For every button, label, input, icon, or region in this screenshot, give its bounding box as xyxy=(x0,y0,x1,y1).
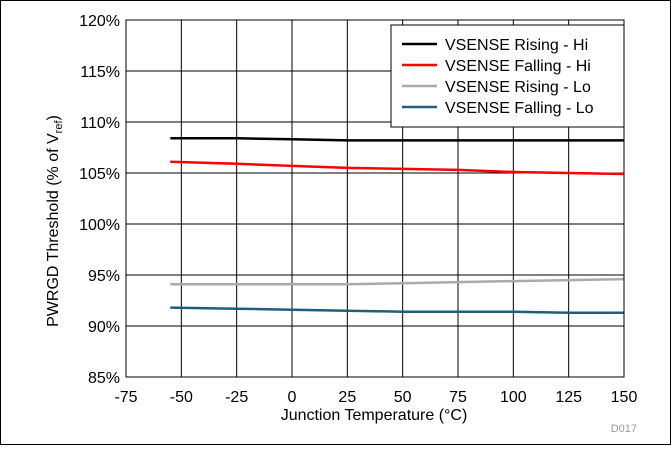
series-line-3 xyxy=(170,277,625,286)
figure-id: D017 xyxy=(611,423,637,435)
y-tick-label: 85% xyxy=(88,370,120,387)
y-axis-title-close: ) xyxy=(45,115,62,120)
x-tick-label: 75 xyxy=(449,389,467,406)
y-axis-title-main: PWRGD Threshold (% of V xyxy=(45,133,62,327)
legend-box xyxy=(390,24,625,128)
x-tick-label: 50 xyxy=(394,389,412,406)
legend-label: VSENSE Rising - Hi xyxy=(445,37,588,54)
x-tick-label: 125 xyxy=(555,389,582,406)
y-tick-label: 110% xyxy=(80,115,120,132)
x-tick-label: -75 xyxy=(114,389,137,406)
x-tick-label: 0 xyxy=(288,389,297,406)
series-line-2 xyxy=(170,160,625,176)
x-axis-title: Junction Temperature (°C) xyxy=(281,407,468,424)
legend-label: VSENSE Rising - Lo xyxy=(445,79,591,96)
x-tick-label: 100 xyxy=(500,389,527,406)
y-tick-label: 95% xyxy=(88,268,120,285)
y-tick-label: 120% xyxy=(79,13,120,30)
x-tick-label: -25 xyxy=(225,389,248,406)
y-tick-label: 100% xyxy=(79,217,120,234)
y-tick-label: 105% xyxy=(79,166,120,183)
x-axis-ticks: -75 -50 -25 0 25 50 75 100 125 150 xyxy=(114,389,637,406)
plot-area-border xyxy=(125,19,625,378)
x-tick-label: 150 xyxy=(611,389,638,406)
legend-label: VSENSE Falling - Lo xyxy=(445,100,594,117)
x-tick-label: 25 xyxy=(338,389,356,406)
legend-label: VSENSE Falling - Hi xyxy=(445,58,591,75)
y-axis-ticks: 85% 90% 95% 100% 105% 110% 115% 120% xyxy=(79,13,120,387)
series-line-4 xyxy=(170,306,624,314)
y-axis-title-subscript: ref xyxy=(53,120,65,134)
y-tick-label: 115% xyxy=(80,64,120,81)
series-line-1 xyxy=(170,137,624,142)
series-lines xyxy=(170,137,625,314)
y-tick-label: 90% xyxy=(88,319,120,336)
y-axis-title: PWRGD Threshold (% of Vref) xyxy=(45,115,65,327)
x-tick-label: -50 xyxy=(170,389,193,406)
legend: VSENSE Rising - Hi VSENSE Falling - Hi VSE… xyxy=(390,24,625,128)
